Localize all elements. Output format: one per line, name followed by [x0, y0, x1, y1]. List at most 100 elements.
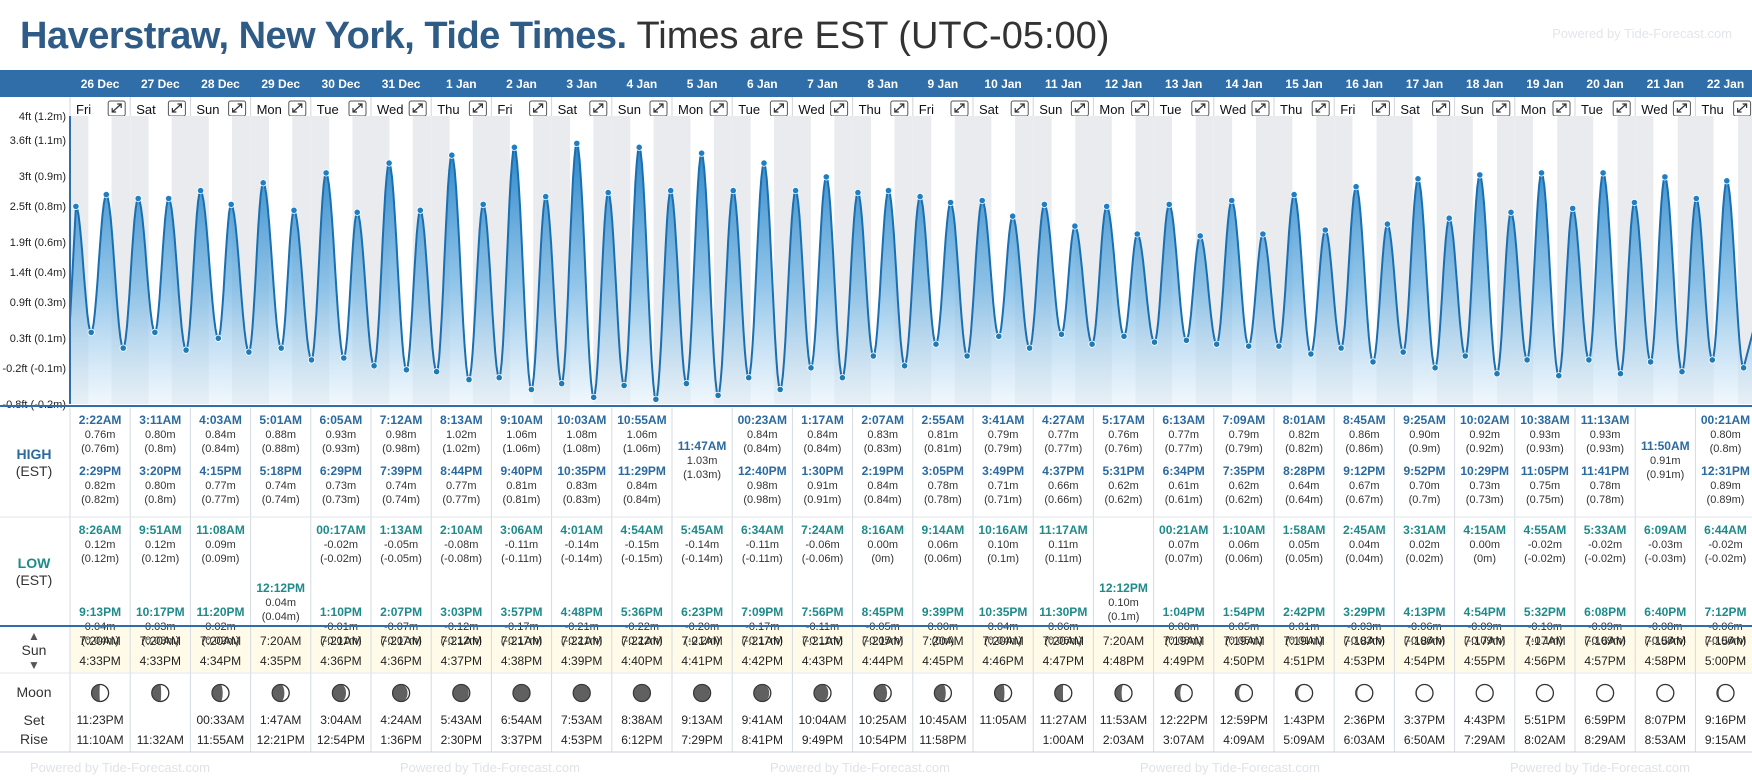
low-tide-time: 6:34AM — [741, 523, 784, 537]
expand-icon[interactable] — [288, 100, 307, 117]
y-tick-label: -0.2ft (-0.1m) — [2, 363, 66, 375]
expand-icon[interactable] — [468, 100, 487, 117]
expand-icon-glyph — [593, 103, 604, 113]
moon-shadow — [874, 684, 888, 702]
weekday-label: Mon — [1521, 102, 1546, 117]
high-tide-height: 1.03m — [687, 455, 718, 467]
expand-icon[interactable] — [709, 100, 728, 117]
expand-icon[interactable] — [830, 100, 849, 117]
high-tide-height: 0.90m — [1409, 429, 1440, 441]
high-tide-time: 8:28PM — [1283, 464, 1325, 478]
low-tide-time: 4:13PM — [1403, 605, 1445, 619]
expand-icon[interactable] — [1070, 100, 1089, 117]
high-tide-point — [635, 143, 643, 151]
expand-icon[interactable] — [1010, 100, 1029, 117]
high-tide-point — [479, 200, 487, 208]
date-label: 29 Dec — [261, 77, 300, 91]
high-tide-height: 0.91m — [807, 480, 838, 492]
powered-text: Powered by Tide-Forecast.com — [400, 760, 580, 775]
high-tide-time: 7:12AM — [380, 413, 423, 427]
expand-icon[interactable] — [1733, 100, 1752, 117]
expand-icon[interactable] — [107, 100, 126, 117]
expand-icon[interactable] — [1191, 100, 1210, 117]
expand-icon[interactable] — [1612, 100, 1631, 117]
sunrise-time: 7:17AM — [1464, 634, 1505, 648]
high-tide-height: 0.92m — [1469, 429, 1500, 441]
sunrise-time: 7:20AM — [1103, 634, 1144, 648]
low-tide-height: 0.05m — [1289, 539, 1320, 551]
low-tide-time: 11:08AM — [196, 523, 245, 537]
high-tide-height-alt: (0.84m) — [623, 494, 661, 506]
sunset-time: 4:51PM — [1283, 654, 1324, 668]
low-tide-height-alt: (-0.06m) — [1705, 635, 1747, 647]
high-tide-height-alt: (0.9m) — [1409, 443, 1441, 455]
high-tide-height: 0.82m — [85, 480, 116, 492]
high-tide-height: 0.84m — [747, 429, 778, 441]
high-tide-point — [1692, 194, 1700, 203]
high-tide-height-alt: (0.8m) — [144, 494, 176, 506]
expand-icon[interactable] — [1492, 100, 1511, 117]
high-tide-time: 6:34PM — [1163, 464, 1205, 478]
high-tide-time: 10:55AM — [617, 413, 666, 427]
low-tide-height: -0.14m — [685, 539, 719, 551]
moonrise-time: 8:02AM — [1524, 733, 1565, 747]
moon-phase-icon — [271, 683, 290, 703]
expand-icon[interactable] — [1131, 100, 1150, 117]
high-tide-point — [1165, 200, 1173, 208]
moonset-time: 11:23PM — [77, 713, 124, 727]
expand-icon[interactable] — [167, 100, 186, 117]
expand-icon[interactable] — [1552, 100, 1571, 117]
expand-icon[interactable] — [1672, 100, 1691, 117]
moonset-time: 8:38AM — [621, 713, 662, 727]
expand-icon[interactable] — [890, 100, 909, 117]
low-tide-time: 2:45AM — [1343, 523, 1386, 537]
moonset-time: 8:07PM — [1645, 713, 1686, 727]
expand-icon[interactable] — [769, 100, 788, 117]
low-tide-point — [900, 362, 909, 370]
high-tide-point — [1599, 169, 1607, 177]
high-tide-point — [729, 187, 737, 195]
expand-icon[interactable] — [529, 100, 548, 117]
expand-icon[interactable] — [1251, 100, 1270, 117]
moon-shadow — [452, 684, 469, 702]
moonset-time: 3:37PM — [1404, 713, 1445, 727]
low-tide-time: 2:07PM — [380, 605, 422, 619]
moon-phase-icon — [391, 683, 411, 703]
high-tide-height-alt: (0.66m) — [1044, 494, 1082, 506]
sunrise-time: 7:20AM — [79, 634, 120, 648]
high-tide-height-alt: (0.79m) — [1225, 443, 1263, 455]
low-tide-point — [1740, 364, 1748, 372]
moonset-time: 4:43PM — [1464, 713, 1505, 727]
low-tide-point — [182, 346, 190, 354]
moonset-time: 10:04AM — [798, 713, 846, 727]
low-tide-point — [1708, 356, 1716, 364]
high-tide-height: 1.08m — [566, 429, 597, 441]
high-tide-point — [946, 198, 955, 207]
date-label: 30 Dec — [322, 77, 361, 91]
sunrise-time: 7:21AM — [742, 634, 783, 648]
date-label: 11 Jan — [1045, 77, 1082, 91]
moon-phase-icon — [813, 683, 832, 703]
expand-icon[interactable] — [649, 100, 668, 117]
high-tide-height-alt: (0.86m) — [1345, 443, 1383, 455]
expand-icon[interactable] — [1371, 100, 1390, 117]
weekday-label: Sat — [558, 102, 578, 117]
high-tide-height-alt: (0.75m) — [1526, 494, 1564, 506]
high-tide-height-alt: (0.77m) — [202, 494, 240, 506]
low-tide-time: 11:20PM — [196, 605, 244, 619]
weekday-label: Fri — [497, 102, 512, 117]
expand-icon[interactable] — [1311, 100, 1330, 117]
expand-icon[interactable] — [348, 100, 367, 117]
low-tide-height-alt: (-0.08m) — [441, 553, 483, 565]
low-tide-height: 0.12m — [145, 539, 176, 551]
low-tide-point — [307, 356, 316, 364]
expand-icon[interactable] — [228, 100, 247, 117]
sunset-time: 5:00PM — [1705, 654, 1746, 668]
low-tide-height-alt: (0m) — [932, 635, 955, 647]
expand-icon[interactable] — [1432, 100, 1451, 117]
expand-icon[interactable] — [589, 100, 608, 117]
expand-icon[interactable] — [950, 100, 969, 117]
high-tide-point — [353, 208, 361, 216]
expand-icon[interactable] — [408, 100, 427, 117]
low-tide-height: -0.02m — [324, 539, 358, 551]
